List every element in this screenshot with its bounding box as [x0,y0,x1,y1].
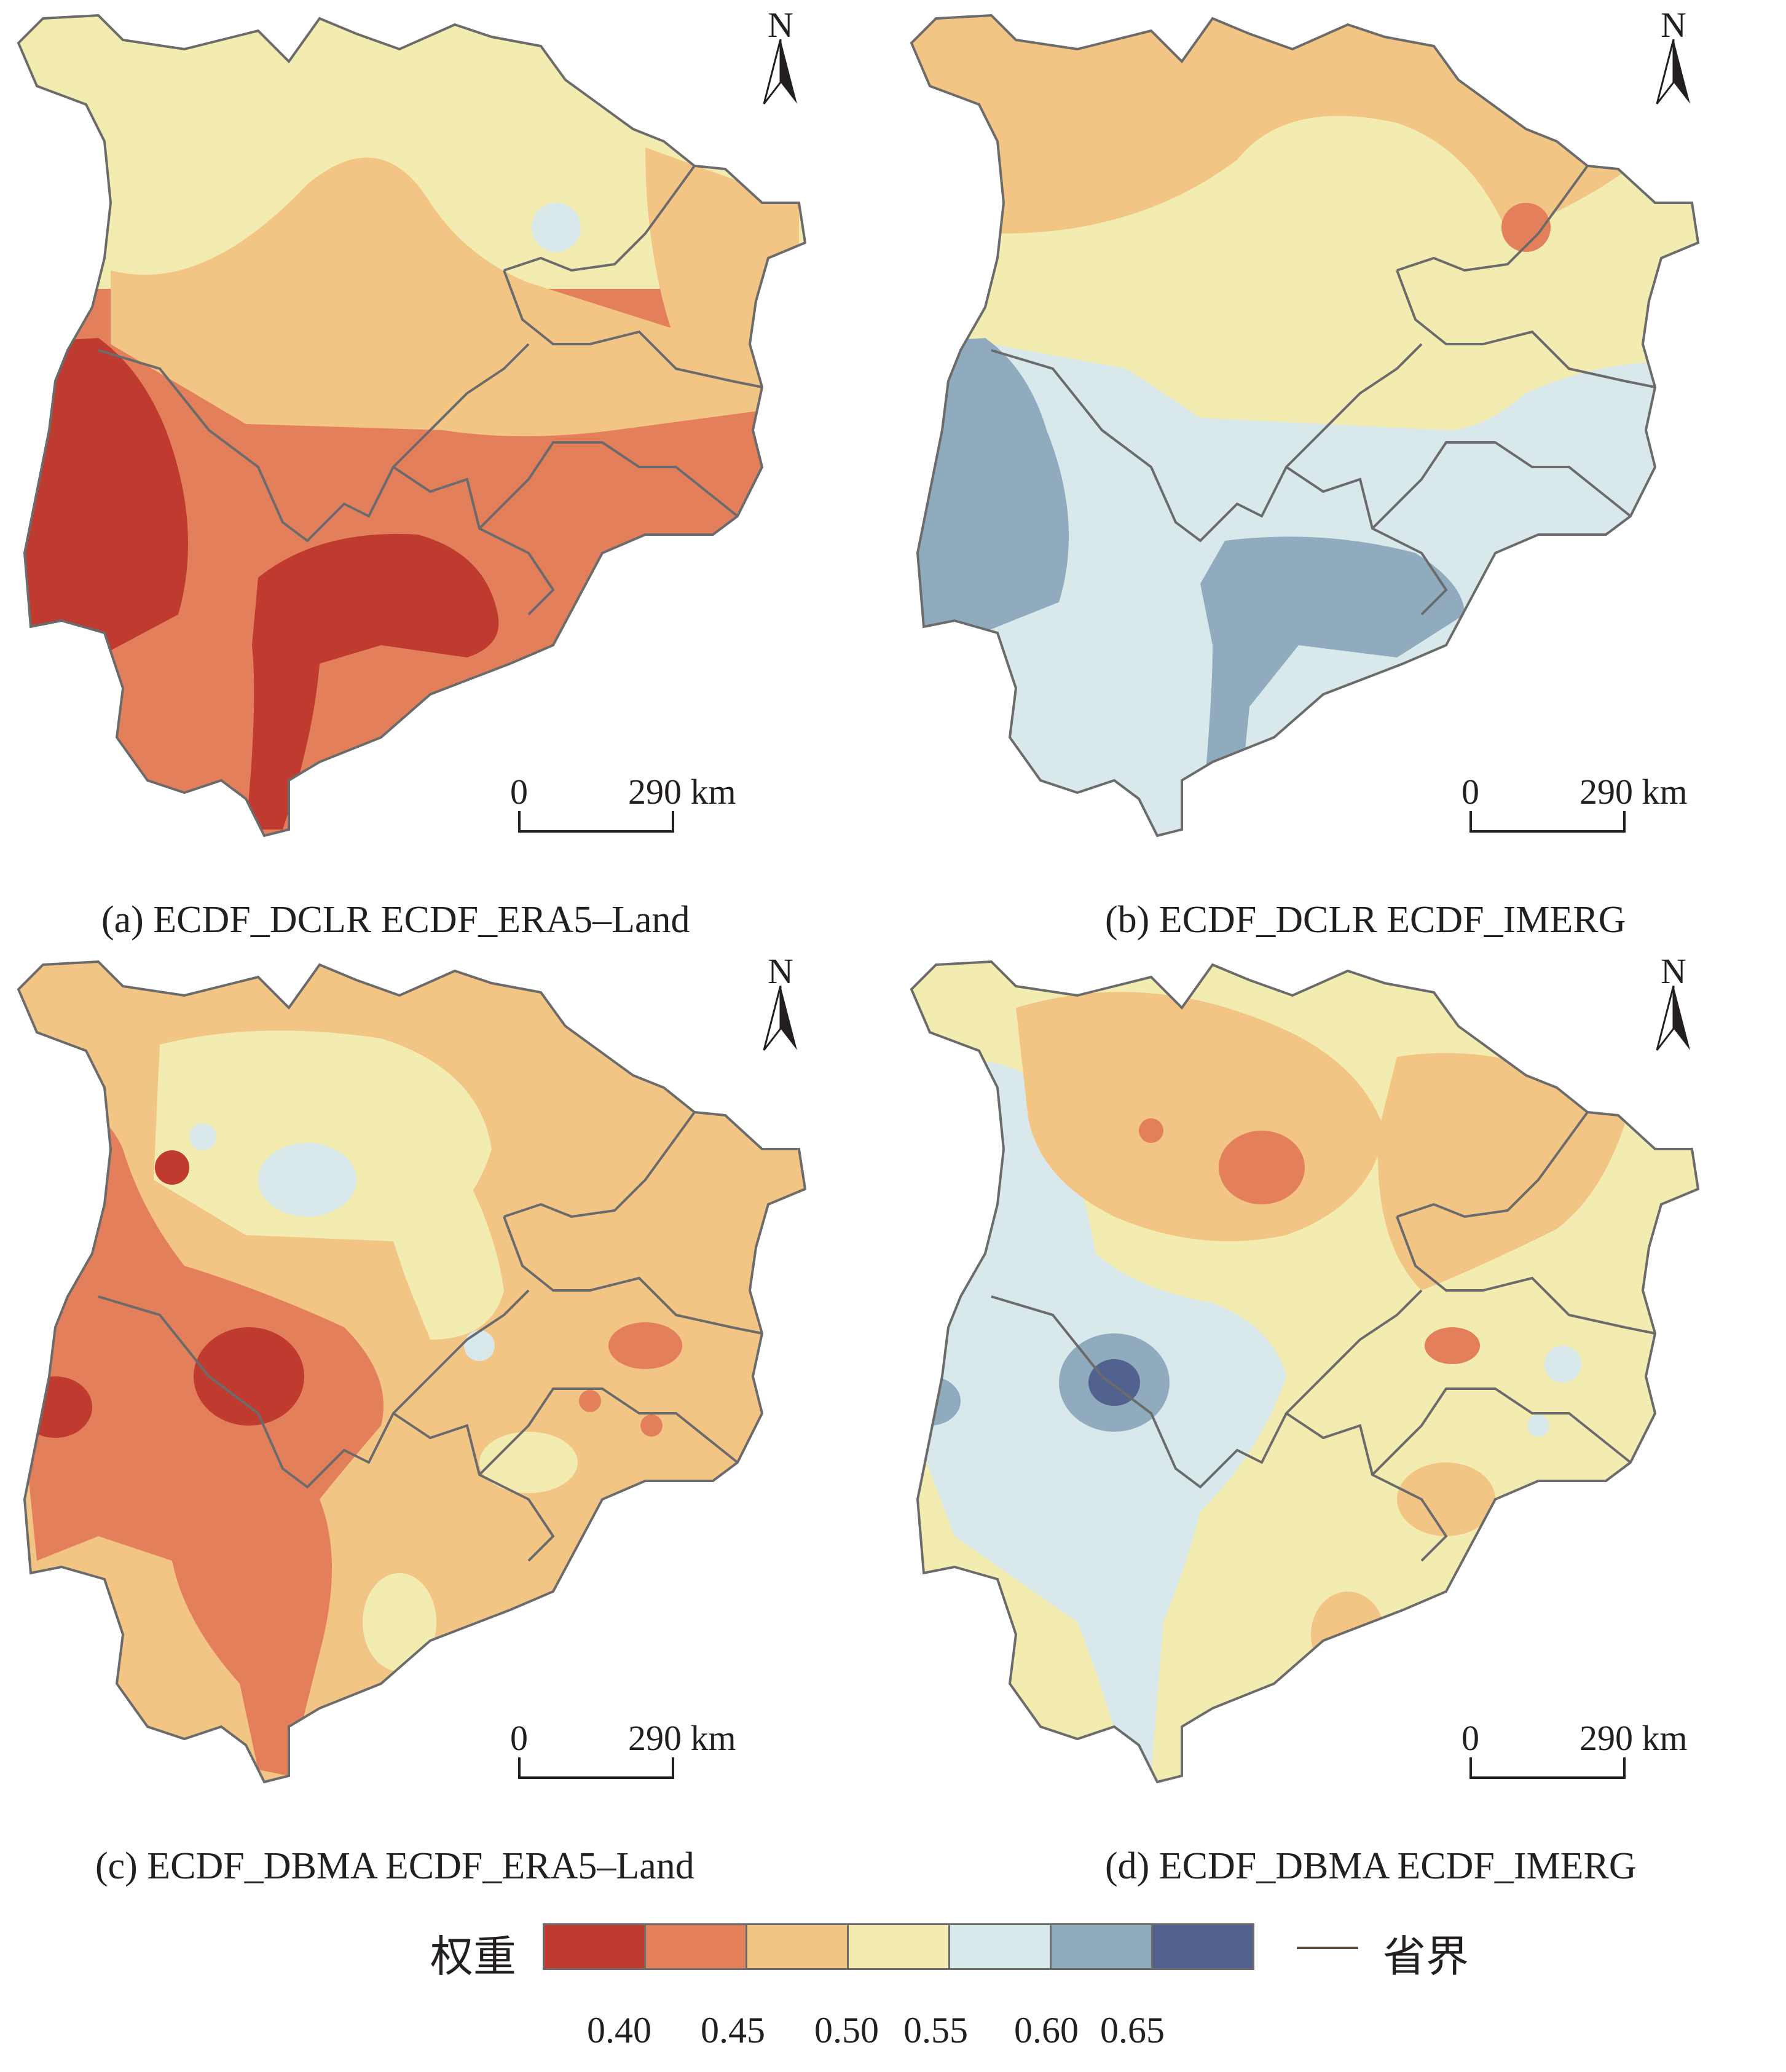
legend-tick: 0.40 [587,2010,651,2050]
scale-start: 0 [1461,772,1479,812]
legend-swatch [543,1923,646,1970]
boundary-line-symbol [1297,1947,1358,1949]
caption-d: (d) ECDF_DBMA ECDF_IMERG [1105,1845,1637,1887]
scale-start: 0 [1461,1718,1479,1758]
scale-start: 0 [510,772,528,812]
scale-end: 290 km [1579,1718,1688,1758]
scale-line [1469,811,1626,833]
boundary-label: 省界 [1383,1931,1469,1982]
map-panel-a: N 0 290 km (a) ECDF_DCLR ECDF_ERA5–Land [0,0,893,941]
north-label: N [768,951,793,991]
north-arrow-c: N [759,954,802,1052]
north-arrow-d: N [1652,954,1695,1052]
north-arrow-b: N [1652,7,1695,106]
legend-tick: 0.50 [814,2010,879,2050]
scale-end: 290 km [1579,772,1688,812]
legend-tick: 0.55 [903,2010,968,2050]
legend-tick: 0.45 [701,2010,765,2050]
north-label: N [768,5,793,45]
legend-title: 权重 [430,1931,516,1982]
scale-line [518,1757,674,1779]
legend-swatch [1050,1923,1153,1970]
north-arrow-icon [763,986,797,1051]
caption-b: (b) ECDF_DCLR ECDF_IMERG [1105,899,1626,941]
north-label: N [1661,5,1686,45]
scale-line [1469,1757,1626,1779]
province-boundaries-c [98,1111,763,1562]
province-boundaries-b [991,165,1656,616]
map-panel-d: N 0 290 km (d) ECDF_DBMA ECDF_IMERG [893,946,1786,1887]
scale-bar-c: 0 290 km [510,1717,768,1785]
north-arrow-icon [1656,39,1690,104]
map-d [910,960,1699,1783]
legend-tick: 0.65 [1100,2010,1165,2050]
map-panel-c: N 0 290 km (c) ECDF_DBMA ECDF_ERA5–Land [0,946,893,1887]
legend-swatch [1151,1923,1254,1970]
scale-end: 290 km [628,1718,736,1758]
caption-a: (a) ECDF_DCLR ECDF_ERA5–Land [101,899,690,941]
scale-bar-a: 0 290 km [510,771,768,839]
province-boundaries-d [991,1111,1656,1562]
north-arrow-icon [1656,986,1690,1051]
surface-c [18,962,805,1782]
surface-d [911,962,1698,1782]
north-label: N [1661,951,1686,991]
scale-bar-d: 0 290 km [1461,1717,1720,1785]
scale-start: 0 [510,1718,528,1758]
legend: 权重 0.40 0.45 0.50 0.55 0.60 0.65 省界 [0,1917,1786,2072]
scale-end: 290 km [628,772,736,812]
map-b [910,14,1699,837]
legend-swatch [644,1923,747,1970]
north-arrow-icon [763,39,797,104]
map-c [17,960,806,1783]
scale-line [518,811,674,833]
north-arrow-a: N [759,7,802,106]
legend-swatch [745,1923,849,1970]
scale-bar-b: 0 290 km [1461,771,1720,839]
map-panel-b: N 0 290 km (b) ECDF_DCLR ECDF_IMERG [893,0,1786,941]
legend-swatch [847,1923,950,1970]
province-boundaries-a [98,165,763,616]
legend-tick: 0.60 [1014,2010,1079,2050]
map-a [17,14,806,837]
caption-c: (c) ECDF_DBMA ECDF_ERA5–Land [95,1845,694,1887]
legend-swatch [948,1923,1052,1970]
